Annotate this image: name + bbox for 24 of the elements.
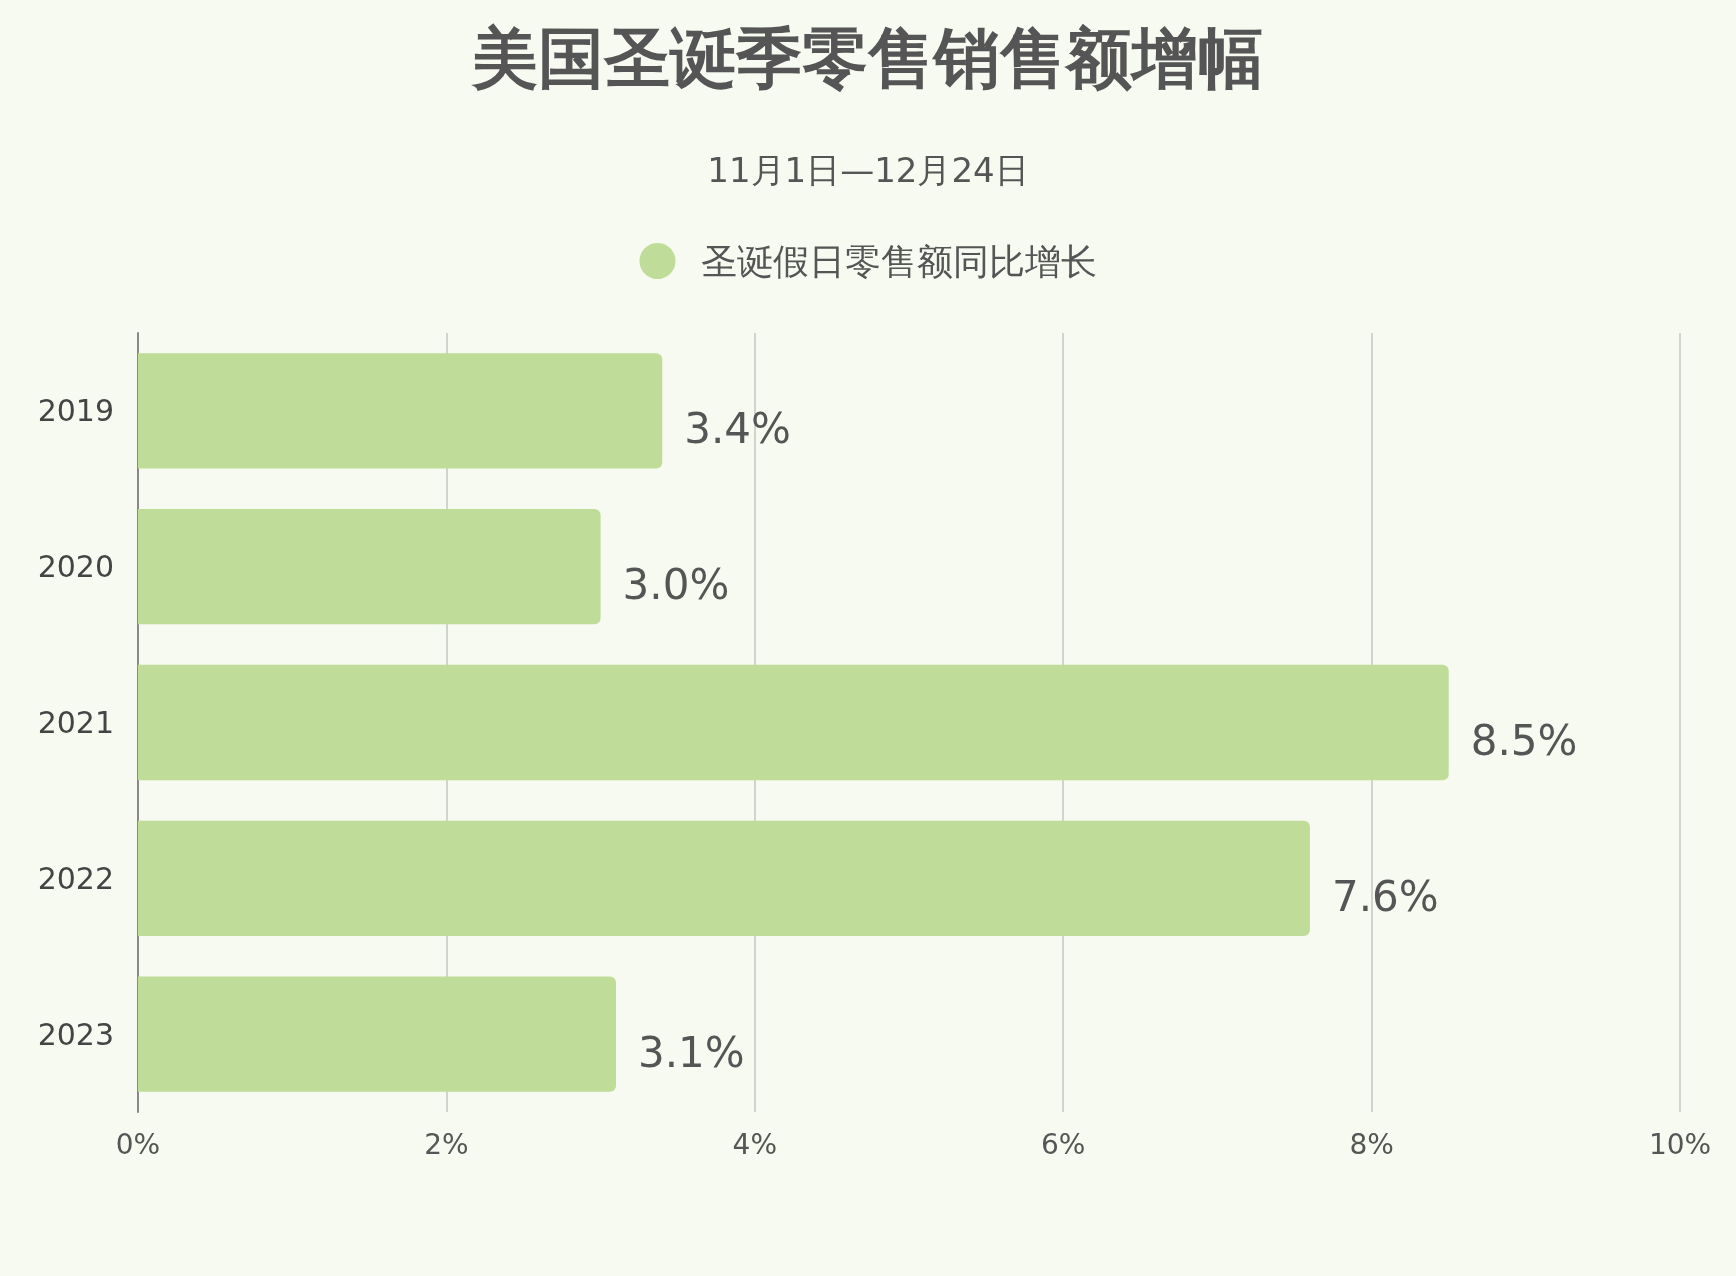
- x-tick-label: 2%: [424, 1127, 469, 1161]
- x-tick-label: 0%: [115, 1127, 161, 1161]
- x-tick-label: 10%: [1648, 1127, 1712, 1161]
- chart-subtitle: 11月1日—12月24日: [707, 150, 1029, 190]
- legend-label: 圣诞假日零售额同比增长: [700, 240, 1097, 282]
- y-tick-label: 2022: [37, 860, 114, 896]
- data-label: 3.4%: [684, 404, 791, 454]
- y-tick-label: 2021: [37, 705, 114, 740]
- data-label: 8.5%: [1470, 716, 1578, 765]
- y-tick-label: 2019: [37, 393, 114, 429]
- data-label: 3.0%: [622, 560, 730, 610]
- bar: [138, 820, 1310, 936]
- data-label: 7.6%: [1331, 871, 1439, 921]
- x-tick-label: 4%: [732, 1127, 778, 1161]
- data-label: 3.1%: [638, 1027, 745, 1077]
- y-tick-label: 2020: [37, 549, 114, 585]
- chart-title: 美国圣诞季零售销售额增幅: [471, 19, 1264, 97]
- y-tick-label: 2023: [37, 1016, 114, 1052]
- bar: [138, 509, 601, 625]
- x-tick-label: 6%: [1040, 1127, 1086, 1161]
- x-tick-label: 8%: [1349, 1127, 1394, 1161]
- bar: [138, 976, 617, 1092]
- bar: [138, 664, 1449, 781]
- bar: [138, 353, 663, 469]
